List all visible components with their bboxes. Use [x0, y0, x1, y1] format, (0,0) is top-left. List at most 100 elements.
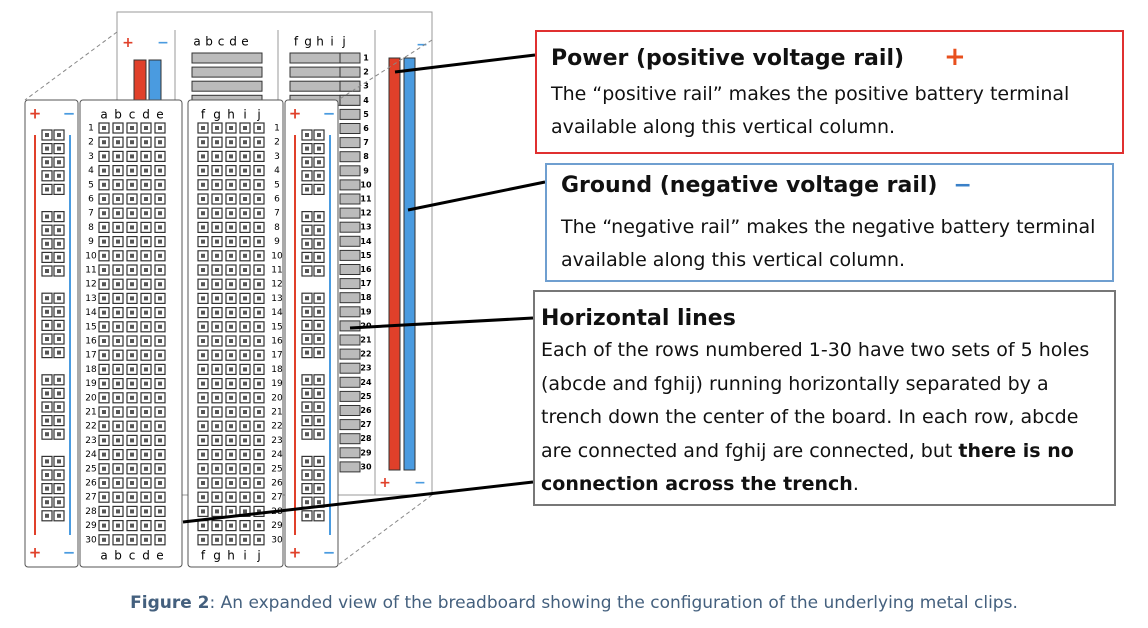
hole-center	[215, 452, 219, 457]
hole-center	[57, 486, 61, 491]
clip-bar	[339, 320, 361, 332]
hole-center	[57, 269, 61, 273]
hole-center	[201, 523, 205, 528]
row-number: 21	[271, 408, 282, 418]
hole-center	[215, 126, 219, 130]
hole-center	[305, 133, 309, 137]
hole-center	[257, 395, 261, 400]
hole-center	[45, 418, 49, 423]
row-number: 9	[88, 237, 94, 247]
hole-center	[102, 168, 106, 173]
hole-center	[102, 381, 106, 386]
row-number: 9	[363, 166, 369, 175]
column-label: c	[129, 108, 136, 122]
hole-center	[130, 537, 134, 542]
column-label: d	[229, 35, 237, 49]
hole-center	[229, 381, 233, 386]
hole-center	[201, 296, 205, 301]
hole-center	[158, 282, 162, 287]
hole-center	[201, 211, 205, 216]
row-number: 15	[271, 322, 282, 332]
hole-center	[116, 424, 120, 429]
clip-bar	[191, 66, 263, 78]
hole-center	[144, 268, 148, 272]
hole-center	[257, 424, 261, 429]
row-number: 16	[271, 337, 283, 347]
hole-center	[116, 253, 120, 258]
hole-center	[317, 323, 321, 328]
hole-center	[215, 310, 219, 315]
hole-center	[116, 495, 120, 500]
ground-callout: Ground (negative voltage rail) − The “neg…	[545, 163, 1114, 282]
hole-center	[317, 255, 321, 260]
hole-center	[229, 126, 233, 130]
clip-bar	[339, 221, 361, 233]
hole-center	[158, 225, 162, 230]
hole-center	[130, 452, 134, 457]
hole-center	[257, 452, 261, 457]
minus-label: −	[323, 544, 336, 562]
callout-body: The “positive rail” makes the positive b…	[551, 83, 1070, 138]
hole-center	[243, 225, 247, 230]
hole-center	[215, 353, 219, 358]
plus-label: +	[289, 544, 302, 562]
body-text: Each of the rows numbered 1-30 have two …	[541, 339, 1090, 462]
hole-center	[201, 424, 205, 429]
hole-center	[215, 154, 219, 159]
row-number: 25	[85, 464, 96, 474]
row-number: 4	[274, 166, 280, 176]
hole-center	[45, 146, 49, 151]
hole-center	[257, 324, 261, 329]
hole-center	[144, 424, 148, 429]
hole-center	[305, 187, 309, 192]
hole-center	[229, 168, 233, 173]
hole-center	[243, 253, 247, 258]
hole-center	[158, 481, 162, 485]
hole-center	[102, 466, 106, 471]
hole-center	[257, 225, 261, 230]
hole-center	[215, 466, 219, 471]
hole-center	[201, 367, 205, 372]
hole-center	[229, 310, 233, 315]
hole-center	[229, 253, 233, 258]
clip-bar	[339, 249, 361, 261]
row-number: 8	[274, 223, 280, 233]
hole-center	[130, 395, 134, 400]
row-number: 26	[360, 406, 372, 415]
hole-center	[257, 182, 261, 187]
row-number: 1	[274, 124, 280, 134]
title-text: Ground (negative voltage rail)	[561, 173, 938, 198]
hole-center	[158, 268, 162, 272]
hole-center	[201, 495, 205, 500]
hole-center	[102, 282, 106, 287]
hole-center	[257, 268, 261, 272]
column-label: e	[156, 549, 163, 563]
row-number: 2	[88, 138, 94, 148]
hole-center	[144, 282, 148, 287]
row-number: 29	[360, 448, 372, 457]
row-number: 26	[271, 479, 283, 489]
hole-center	[45, 350, 49, 355]
hole-center	[257, 154, 261, 159]
row-number: 12	[271, 280, 282, 290]
column-label: h	[227, 108, 235, 122]
hole-center	[45, 214, 49, 219]
hole-center	[215, 324, 219, 329]
hole-center	[45, 255, 49, 260]
row-number: 17	[360, 279, 371, 288]
hole-center	[243, 438, 247, 443]
hole-center	[102, 154, 106, 159]
clip-bar	[339, 264, 361, 275]
hole-center	[215, 523, 219, 528]
row-number: 27	[360, 420, 371, 429]
row-number: 22	[85, 422, 96, 432]
hole-center	[215, 339, 219, 343]
hole-center	[229, 211, 233, 216]
hole-center	[201, 324, 205, 329]
hole-center	[305, 513, 309, 518]
callout-title: Ground (negative voltage rail) −	[561, 171, 1098, 201]
hole-center	[229, 395, 233, 400]
hole-center	[116, 225, 120, 230]
hole-center	[215, 253, 219, 258]
